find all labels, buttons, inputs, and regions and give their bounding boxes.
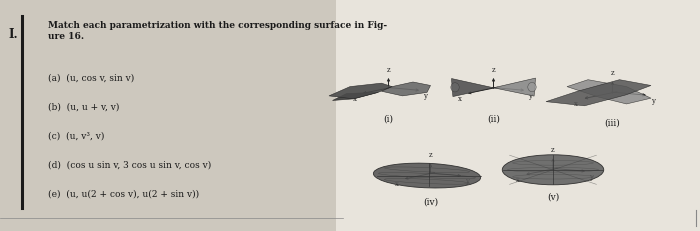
Polygon shape (329, 83, 392, 99)
Text: y: y (528, 92, 533, 100)
Text: (c)  (u, v³, v): (c) (u, v³, v) (48, 132, 104, 141)
Ellipse shape (503, 155, 603, 185)
Text: x: x (574, 100, 578, 108)
Text: (iii): (iii) (605, 119, 620, 128)
Ellipse shape (373, 163, 481, 188)
Text: z: z (551, 146, 555, 154)
Polygon shape (567, 80, 651, 104)
Ellipse shape (528, 82, 536, 92)
Text: (d)  (cos u sin v, 3 cos u sin v, cos v): (d) (cos u sin v, 3 cos u sin v, cos v) (48, 161, 211, 170)
Text: (e)  (u, u(2 + cos v), u(2 + sin v)): (e) (u, u(2 + cos v), u(2 + sin v)) (48, 189, 199, 198)
Text: (b)  (u, u + v, v): (b) (u, u + v, v) (48, 103, 119, 112)
Polygon shape (494, 78, 536, 96)
Text: x: x (516, 176, 520, 184)
Text: (ii): (ii) (487, 114, 500, 123)
Text: z: z (491, 66, 496, 74)
Text: y: y (650, 97, 655, 105)
Bar (336, 0, 700, 231)
Text: x: x (353, 95, 357, 103)
Polygon shape (452, 79, 493, 97)
Text: (a)  (u, cos v, sin v): (a) (u, cos v, sin v) (48, 74, 134, 83)
Ellipse shape (451, 83, 459, 92)
Text: x: x (395, 180, 399, 188)
Polygon shape (382, 82, 430, 96)
Text: x: x (458, 95, 462, 103)
Polygon shape (332, 92, 378, 100)
Text: y: y (466, 177, 470, 185)
Text: y: y (589, 173, 594, 181)
Text: z: z (428, 151, 433, 159)
Text: (iv): (iv) (423, 198, 438, 207)
Text: z: z (610, 69, 615, 77)
Text: Match each parametrization with the corresponding surface in Fig-
ure 16.: Match each parametrization with the corr… (48, 21, 386, 41)
Polygon shape (546, 80, 651, 106)
Text: I.: I. (8, 28, 18, 41)
Text: (i): (i) (384, 114, 393, 123)
Text: z: z (386, 66, 391, 74)
Text: y: y (424, 92, 428, 100)
Text: (v): (v) (547, 193, 559, 202)
